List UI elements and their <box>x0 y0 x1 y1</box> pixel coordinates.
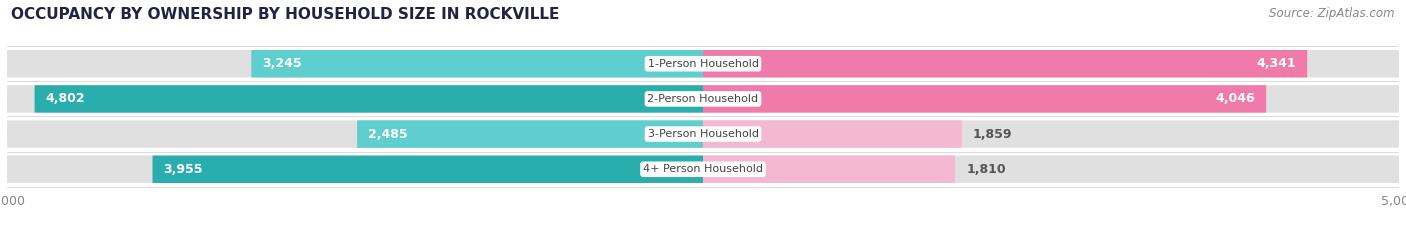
FancyBboxPatch shape <box>703 120 1399 148</box>
FancyBboxPatch shape <box>703 50 1308 77</box>
Text: 4,046: 4,046 <box>1215 93 1256 105</box>
Text: 1,859: 1,859 <box>973 128 1012 140</box>
FancyBboxPatch shape <box>703 85 1399 113</box>
FancyBboxPatch shape <box>7 50 703 77</box>
Text: 4,802: 4,802 <box>46 93 86 105</box>
Text: Source: ZipAtlas.com: Source: ZipAtlas.com <box>1270 7 1395 20</box>
FancyBboxPatch shape <box>35 85 703 113</box>
FancyBboxPatch shape <box>7 120 703 148</box>
FancyBboxPatch shape <box>703 156 955 183</box>
FancyBboxPatch shape <box>703 50 1399 77</box>
Text: 1,810: 1,810 <box>966 163 1005 176</box>
Text: 2-Person Household: 2-Person Household <box>647 94 759 104</box>
FancyBboxPatch shape <box>703 156 1399 183</box>
Text: 2,485: 2,485 <box>368 128 408 140</box>
Text: 3-Person Household: 3-Person Household <box>648 129 758 139</box>
Text: OCCUPANCY BY OWNERSHIP BY HOUSEHOLD SIZE IN ROCKVILLE: OCCUPANCY BY OWNERSHIP BY HOUSEHOLD SIZE… <box>11 7 560 22</box>
FancyBboxPatch shape <box>152 156 703 183</box>
FancyBboxPatch shape <box>703 85 1267 113</box>
Text: 3,245: 3,245 <box>263 57 302 70</box>
FancyBboxPatch shape <box>7 156 703 183</box>
FancyBboxPatch shape <box>7 85 703 113</box>
Text: 3,955: 3,955 <box>163 163 202 176</box>
Text: 1-Person Household: 1-Person Household <box>648 59 758 69</box>
FancyBboxPatch shape <box>252 50 703 77</box>
FancyBboxPatch shape <box>357 120 703 148</box>
Text: 4,341: 4,341 <box>1257 57 1296 70</box>
Text: 4+ Person Household: 4+ Person Household <box>643 164 763 174</box>
FancyBboxPatch shape <box>703 120 962 148</box>
